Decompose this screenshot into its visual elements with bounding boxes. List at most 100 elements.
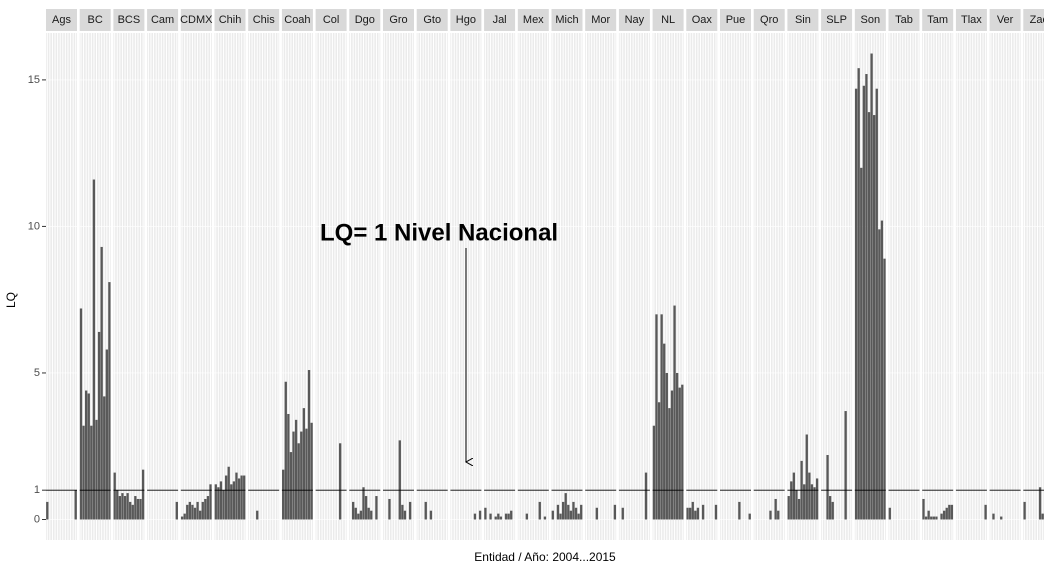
panel-background xyxy=(113,33,145,540)
bar xyxy=(199,510,202,520)
bar xyxy=(388,498,391,520)
bar xyxy=(655,314,658,520)
bar xyxy=(564,493,567,520)
bar xyxy=(123,496,127,520)
strip-label: Qro xyxy=(760,14,778,26)
strip-background xyxy=(787,9,819,31)
bar xyxy=(237,478,241,520)
bar xyxy=(310,422,313,520)
bar xyxy=(538,501,541,520)
strip-background xyxy=(753,9,785,31)
panel-background xyxy=(517,33,549,540)
strip-label: Gro xyxy=(389,14,407,26)
strip-label: Dgo xyxy=(355,14,375,26)
bar xyxy=(227,466,230,520)
strip-label: Mex xyxy=(523,14,544,26)
bar xyxy=(300,431,303,520)
bar xyxy=(689,507,692,520)
bar xyxy=(948,504,951,520)
bar xyxy=(673,305,676,520)
strip-label: Tlax xyxy=(961,14,982,26)
strip-background xyxy=(989,9,1021,31)
bar xyxy=(367,507,370,520)
bar xyxy=(992,513,995,520)
y-tick-label: 15 xyxy=(28,74,40,86)
strip-label: BC xyxy=(88,14,103,26)
bar xyxy=(769,510,772,520)
bar xyxy=(193,507,197,520)
bar xyxy=(854,88,858,520)
strip-background xyxy=(214,9,246,31)
panel-background xyxy=(416,33,448,540)
strip-background xyxy=(180,9,212,31)
bar xyxy=(354,507,357,520)
bar xyxy=(362,487,365,520)
strip-background xyxy=(585,9,617,31)
bar xyxy=(551,510,554,520)
bar xyxy=(100,246,103,520)
bar xyxy=(222,490,225,520)
strip-label: Sin xyxy=(795,14,811,26)
bar xyxy=(678,387,681,520)
strip-label: Pue xyxy=(726,14,746,26)
bar xyxy=(240,475,243,520)
bar xyxy=(232,481,236,520)
bar xyxy=(95,419,98,520)
strip-background xyxy=(955,9,987,31)
bar xyxy=(797,498,801,520)
bar xyxy=(297,443,300,520)
bar xyxy=(815,478,819,520)
y-axis-title: LQ xyxy=(4,292,18,308)
bar xyxy=(510,510,513,520)
bar xyxy=(243,475,246,520)
strip-label: Chih xyxy=(219,14,242,26)
y-tick-label: 5 xyxy=(34,367,40,379)
strip-background xyxy=(113,9,145,31)
bar xyxy=(577,513,580,520)
bar xyxy=(105,349,108,520)
bar xyxy=(792,472,796,520)
bar xyxy=(473,513,477,520)
strip-label: Gto xyxy=(423,14,441,26)
bar xyxy=(878,229,881,520)
bar xyxy=(652,425,656,520)
strip-label: Cam xyxy=(151,14,174,26)
strip-background xyxy=(147,9,179,31)
bar xyxy=(141,469,145,520)
panel-background xyxy=(955,33,987,540)
bar xyxy=(748,513,751,520)
panel-background xyxy=(551,33,583,540)
strip-background xyxy=(686,9,718,31)
bar xyxy=(942,510,946,520)
strip-label: Chis xyxy=(253,14,276,26)
bar xyxy=(1038,487,1042,520)
strip-background xyxy=(450,9,482,31)
bar xyxy=(922,498,925,520)
bar xyxy=(307,370,311,520)
panel-background xyxy=(484,33,516,540)
bar xyxy=(696,507,700,520)
bar xyxy=(289,452,293,520)
bar xyxy=(484,507,487,520)
bar xyxy=(180,516,184,520)
bar xyxy=(429,510,433,520)
bar xyxy=(224,475,228,520)
bar xyxy=(668,408,671,520)
panel-background xyxy=(888,33,920,540)
bar xyxy=(870,53,873,520)
bar xyxy=(927,510,930,520)
bar xyxy=(865,74,868,520)
bar xyxy=(84,390,88,520)
bar xyxy=(82,425,85,520)
bar xyxy=(803,484,806,520)
panel-background xyxy=(147,33,179,540)
bar xyxy=(701,504,705,520)
bar xyxy=(595,507,598,520)
panel-background xyxy=(281,33,313,540)
bar xyxy=(862,85,866,520)
bar xyxy=(950,504,954,520)
bar xyxy=(129,501,132,520)
bar xyxy=(478,510,482,520)
